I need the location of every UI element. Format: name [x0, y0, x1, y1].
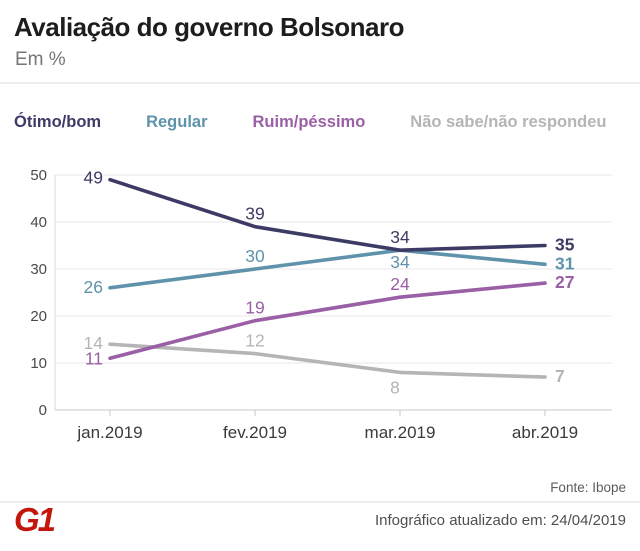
data-label-regular: 31 [555, 253, 575, 273]
data-label-ruim-pessimo: 11 [85, 348, 103, 368]
series-line-nao-sabe [108, 342, 547, 379]
source-credit: Fonte: Ibope [550, 480, 626, 495]
header-divider [0, 82, 640, 84]
legend-item-nao-sabe: Não sabe/não respondeu [410, 113, 607, 131]
x-tick-label: jan.2019 [76, 423, 142, 442]
page-subtitle: Em % [15, 49, 66, 70]
y-tick-label: 40 [30, 214, 47, 231]
y-tick-label: 50 [30, 167, 47, 184]
data-label-ruim-pessimo: 19 [245, 298, 264, 318]
data-label-regular: 26 [84, 277, 103, 297]
g1-logo: G1 [14, 501, 56, 538]
data-label-regular: 30 [245, 246, 265, 266]
legend-item-otimo-bom: Ótimo/bom [14, 113, 102, 131]
data-label-ruim-pessimo: 27 [555, 272, 574, 292]
y-tick-label: 20 [30, 308, 47, 325]
chart-area: 0 10 20 30 40 50 jan.2019 fev.2019 mar.2019 abr.2… [0, 150, 640, 471]
y-tick-label: 0 [39, 402, 47, 419]
data-label-nao-sabe: 8 [390, 377, 400, 397]
data-label-regular: 34 [390, 252, 410, 272]
x-tick-label: fev.2019 [223, 423, 287, 442]
x-tick-label: mar.2019 [365, 423, 436, 442]
page-title: Avaliação do governo Bolsonaro [14, 12, 405, 42]
data-label-ruim-pessimo: 24 [390, 274, 410, 294]
data-label-nao-sabe: 14 [84, 333, 104, 353]
series-line-regular [108, 248, 547, 290]
chart-svg: 0 10 20 30 40 50 jan.2019 fev.2019 mar.2019 abr.2… [30, 167, 612, 442]
legend-item-regular: Regular [146, 113, 208, 131]
updated-timestamp: Infográfico atualizado em: 24/04/2019 [374, 512, 626, 529]
data-label-otimo-bom: 39 [245, 204, 264, 224]
y-tick-label: 10 [30, 355, 47, 372]
data-label-otimo-bom: 49 [84, 168, 103, 188]
footer-divider [0, 501, 640, 503]
series-line-ruim-pessimo [108, 281, 547, 361]
data-label-otimo-bom: 35 [555, 235, 575, 255]
chart-legend: Ótimo/bom Regular Ruim/péssimo Não sabe/… [14, 113, 607, 132]
legend-item-ruim-pessimo: Ruim/péssimo [252, 113, 366, 131]
y-tick-label: 30 [30, 261, 47, 278]
data-label-nao-sabe: 12 [245, 331, 264, 351]
data-label-otimo-bom: 34 [390, 227, 410, 247]
x-tick-label: abr.2019 [512, 423, 578, 442]
series-line-otimo-bom [108, 177, 547, 252]
data-label-nao-sabe: 7 [555, 366, 565, 386]
